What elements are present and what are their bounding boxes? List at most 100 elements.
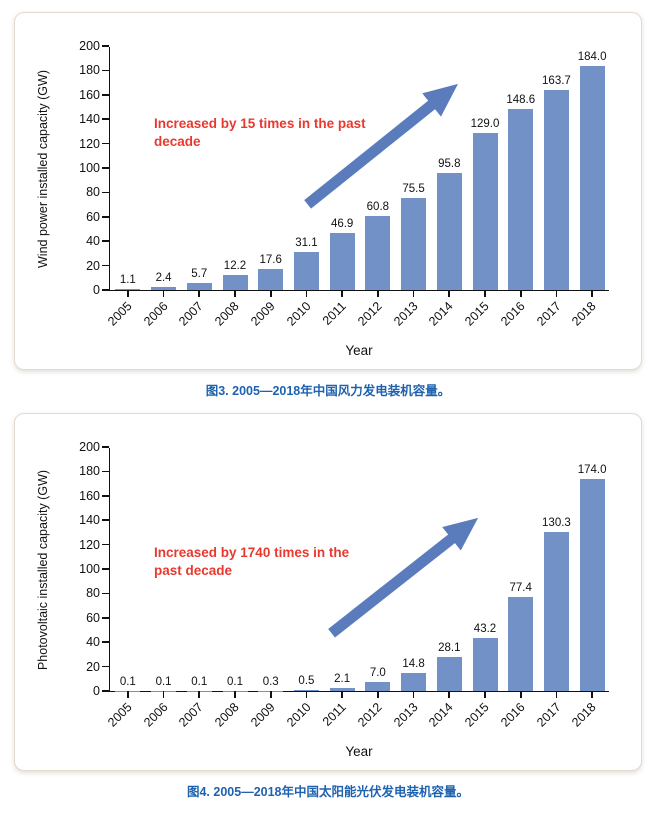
- bar-value-label: 2.4: [156, 272, 172, 284]
- y-tick-label: 160: [62, 87, 100, 103]
- x-tick-label: 2008: [212, 299, 242, 329]
- bar-value-label: 43.2: [474, 623, 496, 635]
- plot-area: Increased by 15 times in the past decade…: [109, 47, 609, 291]
- annotation-text: Increased by 1740 times in the past deca…: [154, 544, 374, 580]
- bar-value-label: 2.1: [334, 673, 350, 685]
- y-tick-mark: [102, 70, 109, 72]
- bar: [294, 252, 319, 290]
- bar-value-label: 77.4: [510, 582, 532, 594]
- x-tick-mark: [413, 691, 415, 698]
- y-tick-mark: [102, 641, 109, 643]
- y-tick-label: 160: [62, 488, 100, 504]
- x-tick-label: 2015: [462, 700, 492, 730]
- bar-value-label: 1.1: [120, 274, 136, 286]
- x-tick-label: 2010: [284, 299, 314, 329]
- y-tick-mark: [102, 143, 109, 145]
- bar-value-label: 7.0: [370, 667, 386, 679]
- wind-capacity-chart: Wind power installed capacity (GW) Incre…: [23, 29, 633, 365]
- y-tick-label: 40: [62, 233, 100, 249]
- bar-value-label: 46.9: [331, 218, 353, 230]
- bar: [223, 275, 248, 290]
- bar: [544, 532, 569, 691]
- y-tick-label: 200: [62, 38, 100, 54]
- y-tick-mark: [102, 118, 109, 120]
- x-tick-mark: [163, 290, 165, 297]
- x-tick-mark: [234, 290, 236, 297]
- x-tick-mark: [484, 691, 486, 698]
- x-tick-mark: [377, 290, 379, 297]
- bar: [437, 173, 462, 290]
- y-tick-mark: [102, 568, 109, 570]
- x-tick-mark: [591, 691, 593, 698]
- bar: [437, 657, 462, 691]
- x-tick-label: 2014: [427, 299, 457, 329]
- bar: [580, 479, 605, 691]
- y-tick-mark: [102, 617, 109, 619]
- bar: [258, 269, 283, 290]
- x-tick-mark: [270, 290, 272, 297]
- y-axis-label: Wind power installed capacity (GW): [36, 70, 50, 268]
- y-tick-label: 180: [62, 62, 100, 78]
- y-tick-mark: [102, 45, 109, 47]
- x-tick-mark: [556, 290, 558, 297]
- y-tick-label: 40: [62, 634, 100, 650]
- bar-value-label: 12.2: [224, 260, 246, 272]
- y-tick-label: 0: [62, 683, 100, 699]
- x-tick-label: 2018: [569, 700, 599, 730]
- bar-value-label: 0.1: [191, 676, 207, 688]
- x-tick-label: 2017: [534, 299, 564, 329]
- bar: [508, 109, 533, 290]
- y-tick-label: 180: [62, 463, 100, 479]
- figure-caption: 图3. 2005—2018年中国风力发电装机容量。: [14, 380, 642, 399]
- x-tick-label: 2012: [355, 700, 385, 730]
- x-tick-label: 2013: [391, 299, 421, 329]
- bar-value-label: 31.1: [295, 237, 317, 249]
- bar: [473, 133, 498, 290]
- y-tick-mark: [102, 216, 109, 218]
- x-tick-mark: [163, 691, 165, 698]
- x-tick-mark: [306, 290, 308, 297]
- x-tick-mark: [413, 290, 415, 297]
- bar-value-label: 0.1: [227, 676, 243, 688]
- x-tick-mark: [448, 691, 450, 698]
- y-tick-mark: [102, 94, 109, 96]
- x-tick-mark: [556, 691, 558, 698]
- bar-value-label: 148.6: [506, 94, 535, 106]
- y-tick-label: 0: [62, 282, 100, 298]
- y-tick-label: 80: [62, 184, 100, 200]
- x-tick-mark: [520, 691, 522, 698]
- y-axis-label: Photovoltaic installed capacity (GW): [36, 470, 50, 670]
- y-tick-mark: [102, 666, 109, 668]
- x-tick-label: 2007: [177, 700, 207, 730]
- y-tick-mark: [102, 192, 109, 194]
- x-tick-mark: [591, 290, 593, 297]
- bar-value-label: 5.7: [191, 268, 207, 280]
- bar-value-label: 14.8: [402, 658, 424, 670]
- x-tick-label: 2006: [141, 299, 171, 329]
- figure-panel: Wind power installed capacity (GW) Incre…: [14, 12, 642, 370]
- bar-value-label: 0.3: [263, 676, 279, 688]
- y-tick-label: 120: [62, 136, 100, 152]
- y-tick-label: 200: [62, 439, 100, 455]
- bar-value-label: 0.5: [298, 675, 314, 687]
- x-tick-mark: [341, 290, 343, 297]
- x-tick-label: 2006: [141, 700, 171, 730]
- x-tick-label: 2005: [105, 700, 135, 730]
- y-tick-mark: [102, 690, 109, 692]
- y-tick-mark: [102, 446, 109, 448]
- x-tick-mark: [377, 691, 379, 698]
- x-tick-label: 2013: [391, 700, 421, 730]
- x-tick-label: 2008: [212, 700, 242, 730]
- bar-value-label: 95.8: [438, 158, 460, 170]
- y-tick-label: 60: [62, 209, 100, 225]
- x-tick-label: 2010: [284, 700, 314, 730]
- x-tick-mark: [198, 691, 200, 698]
- y-tick-label: 100: [62, 160, 100, 176]
- x-tick-label: 2016: [498, 299, 528, 329]
- y-tick-label: 120: [62, 537, 100, 553]
- bar-value-label: 130.3: [542, 517, 571, 529]
- bar: [401, 198, 426, 290]
- y-tick-mark: [102, 289, 109, 291]
- y-tick-mark: [102, 519, 109, 521]
- bar: [187, 283, 212, 290]
